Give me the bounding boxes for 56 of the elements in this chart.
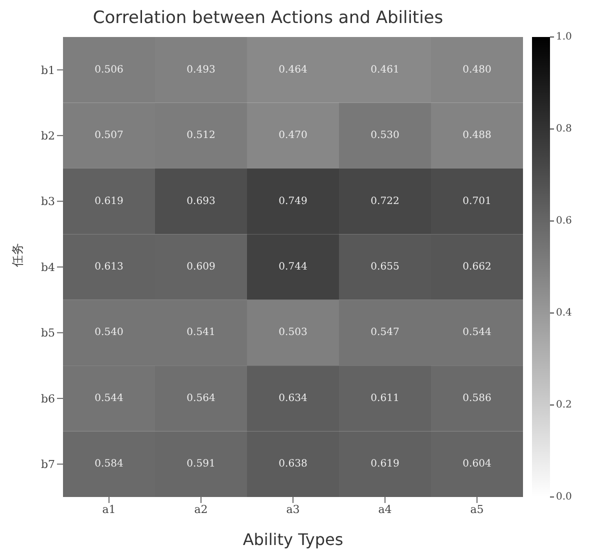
data-label: 0.470 [278,130,308,142]
color-bar-label: 1.0 [556,32,572,42]
color-bar-label: 0.2 [556,400,572,410]
y-tick-label: b7 [40,458,55,472]
data-label: 0.749 [278,196,308,207]
x-tick-label: a4 [378,502,392,516]
y-tick-label: b2 [40,129,55,142]
data-label: 0.530 [370,130,400,142]
data-label: 0.506 [94,64,124,76]
data-label: 0.619 [370,458,400,470]
data-label: 0.493 [186,64,216,76]
data-label: 0.464 [278,64,308,76]
data-label: 0.541 [186,327,216,338]
x-tick-label: a2 [194,502,208,516]
data-label: 0.701 [462,196,492,207]
y-tick-label: b3 [40,195,55,208]
data-label: 0.488 [462,130,492,142]
data-label: 0.591 [186,458,216,470]
color-bar-label: 0.6 [556,216,572,226]
data-label: 0.512 [186,130,216,142]
x-tick-label: a1 [102,502,116,516]
y-tick-label: b5 [40,326,55,340]
data-label: 0.507 [94,130,124,142]
data-label: 0.662 [462,262,492,272]
data-label: 0.634 [278,392,308,404]
data-label: 0.722 [370,196,400,207]
data-label: 0.655 [370,262,400,272]
y-tick-label: b4 [40,260,55,274]
data-label: 0.480 [462,64,492,76]
data-label: 0.540 [94,327,124,338]
color-bar-label: 0.8 [556,124,572,134]
data-label: 0.693 [186,196,216,207]
y-tick-label: b6 [40,392,55,406]
data-label: 0.638 [278,458,308,470]
data-label: 0.564 [186,392,216,404]
data-label: 0.544 [94,392,124,404]
data-label: 0.544 [462,327,492,338]
y-tick-label: b1 [40,64,55,77]
data-label: 0.611 [370,392,400,404]
data-label: 0.619 [94,196,124,207]
color-bar-label: 0.0 [556,492,572,502]
data-label: 0.744 [278,262,308,272]
x-tick-label: a3 [286,502,300,516]
y-axis-title: 任务 [10,243,24,268]
data-label: 0.586 [462,392,492,404]
data-label: 0.584 [94,458,124,470]
x-axis-title: Ability Types [242,530,344,549]
data-label: 0.613 [94,262,124,272]
data-label: 0.503 [278,327,308,338]
chart-title: Correlation between Actions and Abilities [92,8,444,28]
data-label: 0.461 [370,64,400,76]
data-label: 0.609 [186,262,216,272]
data-label: 0.604 [462,458,492,470]
color-bar-label: 0.4 [556,308,572,318]
x-tick-label: a5 [470,502,484,516]
data-label: 0.547 [370,327,400,338]
